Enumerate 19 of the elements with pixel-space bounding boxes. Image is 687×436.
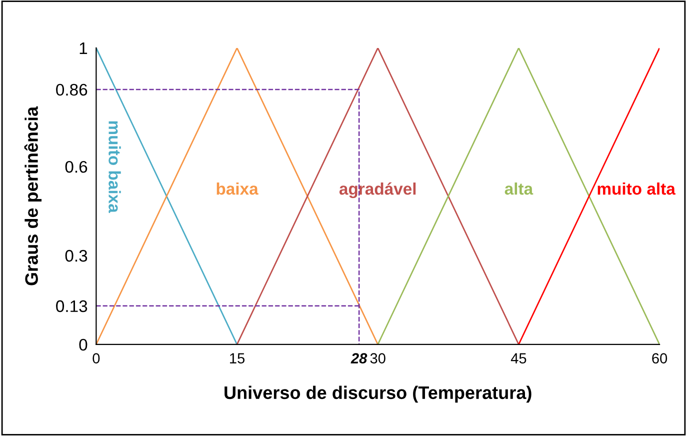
x-tick-label: 28: [350, 353, 368, 364]
y-tick-label: 0.3: [65, 250, 88, 262]
y-axis-title: Graus de pertinência: [24, 106, 42, 286]
y-tick-label: 0: [79, 338, 88, 351]
y-tick-label: 0.86: [56, 84, 88, 96]
x-tick-label: 45: [510, 353, 526, 364]
series-label: muito alta: [598, 182, 676, 195]
x-tick-label: 15: [230, 353, 245, 364]
text: muito baixa: [108, 121, 121, 213]
x-tick-label: 60: [652, 353, 668, 364]
y-tick-label: 0.13: [56, 300, 88, 312]
y-tick-label: 0.6: [65, 160, 88, 173]
series-label: agradável: [339, 182, 416, 198]
x-tick-label: 0: [92, 353, 100, 364]
text: alta: [504, 182, 534, 195]
x-tick-label: 30: [370, 353, 386, 364]
y-tick-label: 1: [80, 42, 88, 54]
text: baixa: [216, 182, 258, 195]
x-axis-title: Universo de discurso (Temperatura): [224, 386, 532, 403]
